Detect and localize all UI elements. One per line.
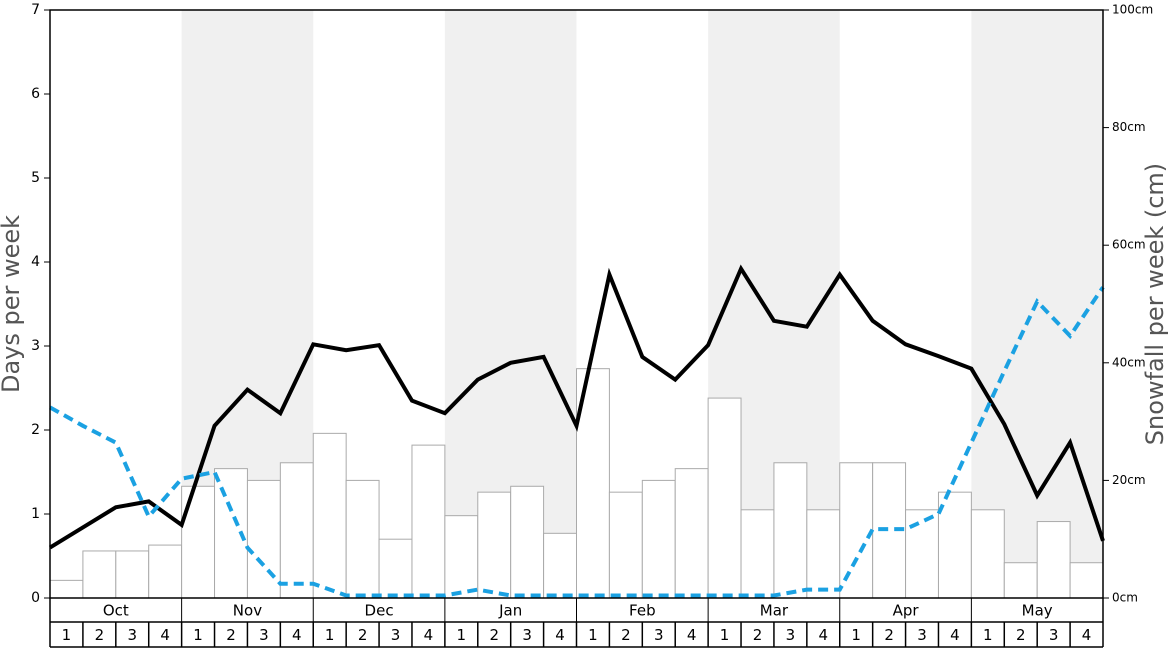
- bar: [1003, 562, 1038, 599]
- y2-axis-title: Snowfall per week (cm): [1141, 163, 1168, 445]
- week-label: 3: [786, 626, 796, 644]
- bar: [740, 509, 775, 599]
- bar: [49, 579, 84, 599]
- bar: [510, 485, 545, 599]
- week-label: 4: [424, 626, 434, 644]
- bar: [608, 491, 643, 599]
- background: [181, 10, 1103, 598]
- week-label: 2: [358, 626, 368, 644]
- bar: [312, 432, 347, 599]
- week-label: 1: [720, 626, 730, 644]
- month-label: Mar: [760, 602, 789, 620]
- week-label: 2: [1016, 626, 1026, 644]
- week-label: 1: [325, 626, 335, 644]
- y2-tick-label: 60cm: [1112, 238, 1146, 252]
- week-label: 2: [753, 626, 763, 644]
- week-label: 4: [292, 626, 302, 644]
- bar: [937, 491, 972, 599]
- week-label: 2: [95, 626, 105, 644]
- bar: [970, 509, 1005, 599]
- week-label: 1: [62, 626, 72, 644]
- bar: [246, 479, 281, 599]
- week-label: 1: [457, 626, 467, 644]
- week-label: 2: [226, 626, 236, 644]
- bar: [773, 462, 808, 599]
- line-series: [48, 264, 1105, 550]
- bar: [707, 397, 742, 599]
- week-label: 4: [687, 626, 697, 644]
- week-label: 4: [1082, 626, 1092, 644]
- month-label: Apr: [893, 602, 920, 620]
- month-label: Nov: [233, 602, 262, 620]
- bar: [279, 462, 314, 599]
- week-label: 3: [522, 626, 532, 644]
- bar: [674, 468, 709, 599]
- bar: [641, 479, 676, 599]
- week-label: 3: [917, 626, 927, 644]
- y-tick-label: 0: [31, 590, 40, 606]
- week-label: 1: [983, 626, 993, 644]
- bar: [115, 550, 150, 599]
- y2-tick-label: 80cm: [1112, 120, 1146, 134]
- week-label: 1: [193, 626, 203, 644]
- lines: [48, 264, 1105, 598]
- axes: 0 1 2 3 4 5 6 7 0cm 20cm 40cm 60cm 80cm 100cm Oct Nov De…: [31, 2, 1153, 648]
- week-label: 4: [950, 626, 960, 644]
- y-tick-label: 3: [31, 338, 40, 354]
- y-tick-label: 2: [31, 422, 40, 438]
- y2-tick-label: 100cm: [1112, 3, 1153, 17]
- bar: [1069, 562, 1104, 599]
- week-label: 3: [1049, 626, 1059, 644]
- week-label: 2: [884, 626, 894, 644]
- bar: [411, 444, 446, 599]
- y-tick-label: 4: [31, 254, 40, 270]
- bar: [543, 532, 577, 599]
- month-label: May: [1022, 602, 1053, 620]
- y2-tick-label: 0cm: [1112, 591, 1138, 605]
- week-label: 3: [127, 626, 137, 644]
- week-label: 3: [259, 626, 269, 644]
- week-label: 2: [621, 626, 631, 644]
- bar: [905, 509, 939, 599]
- y-axis-title: Days per week: [0, 215, 25, 393]
- y-tick-label: 5: [31, 170, 40, 186]
- bar: [82, 550, 117, 599]
- line-series: [49, 286, 1105, 598]
- y2-tick-label: 40cm: [1112, 355, 1146, 369]
- y-tick-label: 1: [31, 506, 40, 522]
- month-label: Feb: [629, 602, 656, 620]
- y-tick-label: 6: [31, 86, 40, 102]
- month-label: Jan: [498, 602, 522, 620]
- week-label: 4: [819, 626, 829, 644]
- week-label: 1: [851, 626, 861, 644]
- week-label: 3: [654, 626, 664, 644]
- week-label: 4: [555, 626, 565, 644]
- y2-tick-label: 20cm: [1112, 473, 1146, 487]
- bar: [378, 538, 413, 599]
- week-label: 4: [160, 626, 170, 644]
- bar: [806, 509, 841, 599]
- week-label: 1: [588, 626, 598, 644]
- bars: [49, 368, 1104, 599]
- month-label: Dec: [365, 602, 394, 620]
- bar: [444, 515, 479, 599]
- bar: [345, 479, 380, 599]
- bar: [477, 491, 512, 599]
- y-tick-label: 7: [31, 2, 40, 18]
- week-label: 2: [489, 626, 499, 644]
- bar: [1036, 521, 1071, 599]
- month-label: Oct: [103, 602, 129, 620]
- bar: [148, 544, 183, 599]
- bar: [181, 485, 216, 599]
- week-label: 3: [391, 626, 401, 644]
